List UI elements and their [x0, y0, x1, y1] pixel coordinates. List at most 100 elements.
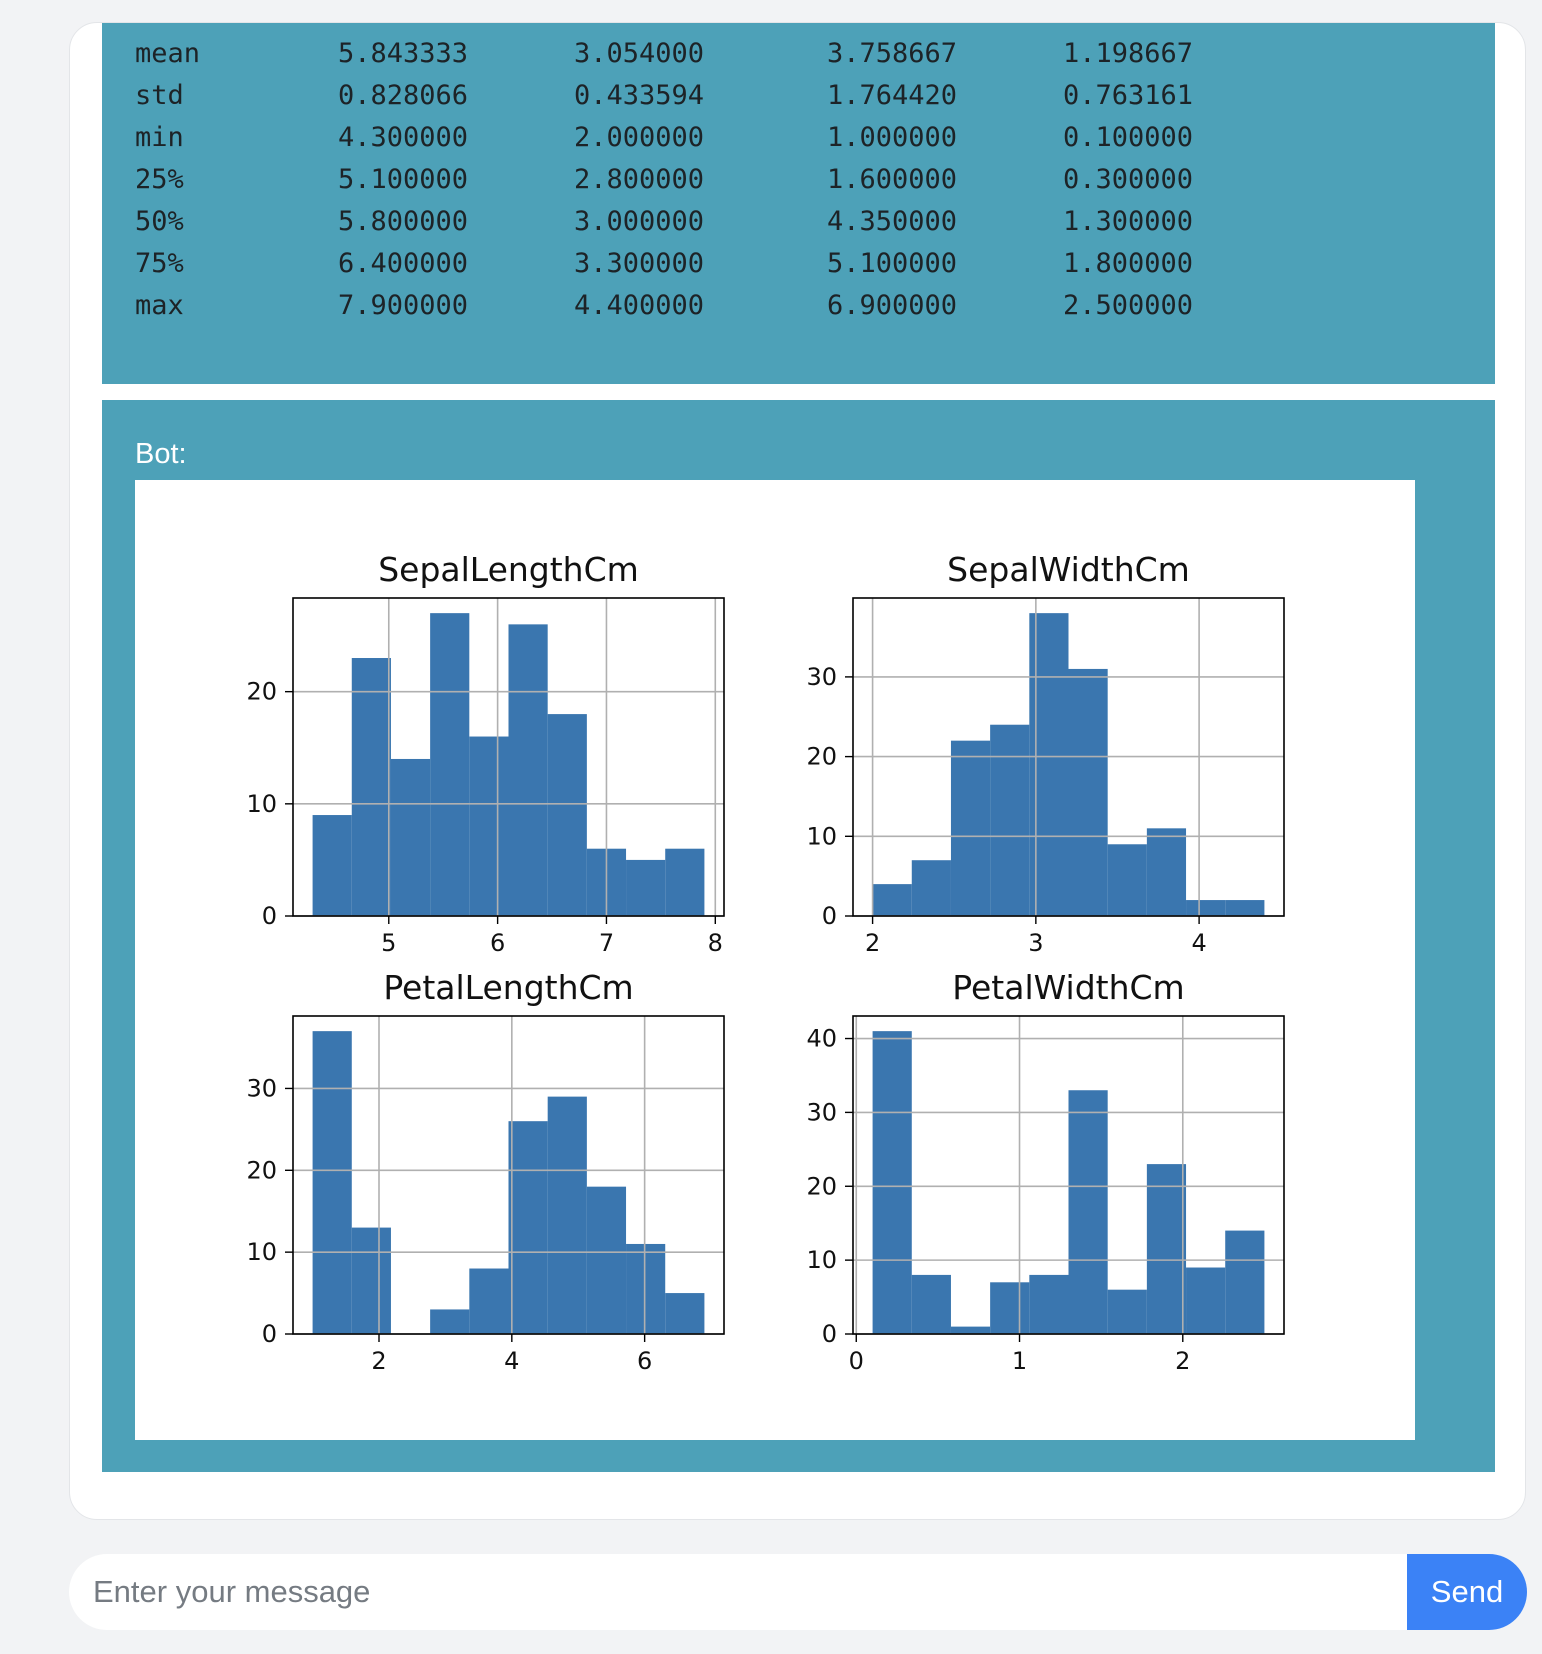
histogram-bar [665, 1293, 705, 1334]
x-tick-label: 4 [1191, 929, 1206, 957]
stats-row-label: max [135, 290, 184, 321]
histogram-bar [872, 1031, 912, 1334]
stats-row: std 0.828066 0.433594 1.764420 0.763161 [135, 75, 1335, 117]
histogram-bar [950, 740, 991, 916]
chart-title: PetalLengthCm [383, 968, 633, 1007]
histogram-bar [1068, 1090, 1108, 1334]
chart-title: SepalWidthCm [947, 550, 1190, 589]
y-tick-label: 10 [806, 1246, 837, 1274]
histogram-figure: 5 6 7 8 0 10 20 SepalLengthCm 2 3 4 0 10 20 30 SepalWid… [135, 480, 1415, 1440]
y-tick-label: 10 [246, 1238, 277, 1266]
histogram-bar [586, 1186, 627, 1334]
stats-row-label: mean [135, 38, 201, 69]
y-tick-label: 0 [822, 902, 837, 930]
x-tick-label: 2 [865, 929, 880, 957]
histogram-bar [1186, 1267, 1226, 1334]
y-tick-label: 0 [262, 902, 277, 930]
y-tick-label: 30 [806, 663, 837, 691]
message-input[interactable] [69, 1554, 1469, 1630]
histogram-bar [872, 884, 912, 916]
y-tick-label: 40 [806, 1025, 837, 1053]
histogram-bar [626, 859, 666, 916]
stats-cell: 5.800000 [338, 206, 469, 237]
stats-cell: 0.300000 [1063, 164, 1194, 195]
histogram-bar [430, 1309, 470, 1334]
stats-row: 25% 5.100000 2.800000 1.600000 0.300000 [135, 159, 1335, 201]
x-tick-label: 2 [371, 1347, 386, 1375]
histogram-bar [626, 1243, 666, 1334]
stats-cell: 3.758667 [827, 38, 958, 69]
stats-row-label: 50% [135, 206, 184, 237]
histogram-bar [911, 860, 951, 916]
x-tick-label: 1 [1012, 1347, 1027, 1375]
stats-row: mean 5.843333 3.054000 3.758667 1.198667 [135, 33, 1335, 75]
chart-title: SepalLengthCm [378, 550, 639, 589]
y-tick-label: 10 [246, 790, 277, 818]
stats-row-label: 75% [135, 248, 184, 279]
stats-cell: 4.400000 [574, 290, 705, 321]
stats-cell: 3.054000 [574, 38, 705, 69]
histogram-bar [1068, 668, 1108, 916]
y-tick-label: 30 [246, 1074, 277, 1102]
x-tick-label: 7 [599, 929, 614, 957]
x-tick-label: 0 [849, 1347, 864, 1375]
y-tick-label: 20 [806, 1172, 837, 1200]
stats-cell: 3.300000 [574, 248, 705, 279]
stats-cell: 1.198667 [1063, 38, 1194, 69]
histogram-bar [665, 848, 705, 916]
stats-cell: 0.828066 [338, 80, 469, 111]
x-tick-label: 8 [708, 929, 723, 957]
stats-cell: 7.900000 [338, 290, 469, 321]
histogram-bar [1146, 1164, 1187, 1334]
stats-cell: 0.433594 [574, 80, 705, 111]
histogram-bar [1186, 900, 1226, 916]
stats-cell: 1.600000 [827, 164, 958, 195]
histogram-bar [430, 613, 470, 916]
x-tick-label: 6 [490, 929, 505, 957]
histogram-bar [1107, 844, 1147, 916]
histogram-bar [351, 1227, 391, 1334]
histogram-bar [508, 1121, 548, 1334]
stats-row-label: std [135, 80, 184, 111]
histogram-bar [1029, 1274, 1069, 1334]
stats-row: max 7.900000 4.400000 6.900000 2.500000 [135, 285, 1335, 327]
stats-cell: 1.800000 [1063, 248, 1194, 279]
bot-message: Bot: 5 6 7 8 0 10 20 SepalLengthCm 2 3 4 0 10 20 30 Sep… [102, 400, 1495, 1472]
stats-row-label: min [135, 122, 184, 153]
stats-cell: 5.100000 [338, 164, 469, 195]
y-tick-label: 20 [246, 1156, 277, 1184]
stats-row: min 4.300000 2.000000 1.000000 0.100000 [135, 117, 1335, 159]
axes-frame [292, 597, 725, 917]
histogram-bar [508, 624, 548, 916]
stats-cell: 1.000000 [827, 122, 958, 153]
histogram-bar [547, 714, 587, 916]
y-tick-label: 20 [806, 743, 837, 771]
histogram-bar [312, 1031, 352, 1334]
axes-frame [852, 1015, 1285, 1335]
histogram-bar [950, 1326, 991, 1334]
stats-cell: 1.764420 [827, 80, 958, 111]
stats-cell: 2.500000 [1063, 290, 1194, 321]
stats-cell: 6.400000 [338, 248, 469, 279]
stats-cell: 5.100000 [827, 248, 958, 279]
histogram-bar [1107, 1289, 1147, 1334]
stats-row: 75% 6.400000 3.300000 5.100000 1.800000 [135, 243, 1335, 285]
histogram-bar [990, 1282, 1030, 1334]
x-tick-label: 3 [1028, 929, 1043, 957]
stats-cell: 2.800000 [574, 164, 705, 195]
histogram-bar [390, 758, 431, 916]
bot-label: Bot: [135, 438, 187, 470]
histogram-bar [312, 815, 352, 916]
send-button[interactable]: Send [1407, 1554, 1527, 1630]
stats-cell: 4.300000 [338, 122, 469, 153]
stats-cell: 4.350000 [827, 206, 958, 237]
stats-cell: 3.000000 [574, 206, 705, 237]
stats-cell: 0.763161 [1063, 80, 1194, 111]
y-tick-label: 0 [822, 1320, 837, 1348]
chat-panel: mean 5.843333 3.054000 3.758667 1.198667 std 0… [69, 22, 1526, 1520]
y-tick-label: 20 [246, 678, 277, 706]
histogram-bar [1225, 1230, 1265, 1334]
histogram-bar [351, 658, 391, 916]
stats-row: 50% 5.800000 3.000000 4.350000 1.300000 [135, 201, 1335, 243]
